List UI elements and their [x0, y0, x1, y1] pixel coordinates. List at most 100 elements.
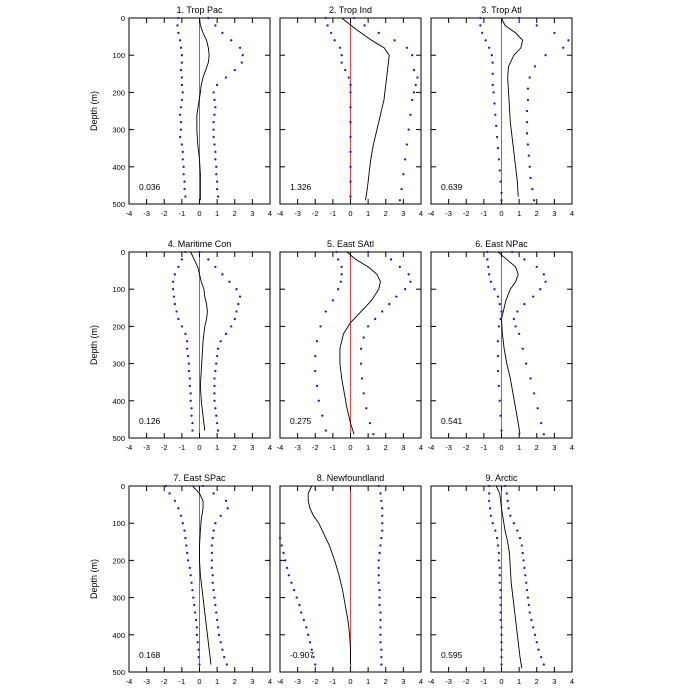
upper-bound-point	[411, 98, 414, 101]
x-tick-label: 0	[348, 677, 352, 686]
upper-bound-point	[207, 258, 210, 261]
upper-bound-point	[359, 362, 363, 365]
upper-bound-point	[379, 641, 382, 644]
upper-bound-point	[532, 295, 535, 298]
y-axis-label: Depth (m)	[89, 91, 99, 131]
lower-bound-point	[349, 83, 352, 87]
upper-bound-point	[521, 347, 524, 350]
lower-bound-point	[499, 317, 502, 321]
lower-bound-point	[178, 39, 182, 42]
upper-bound-point	[214, 265, 217, 269]
upper-bound-point	[532, 199, 536, 202]
upper-bound-point	[380, 499, 383, 503]
lower-bound-point	[184, 250, 187, 254]
upper-bound-point	[212, 492, 215, 495]
lower-bound-point	[190, 581, 193, 584]
lower-bound-point	[292, 589, 296, 592]
series-lower	[171, 250, 194, 432]
lower-bound-point	[324, 16, 327, 20]
series-upper	[207, 16, 244, 198]
x-tick-label: 4	[570, 209, 574, 218]
lower-bound-point	[186, 340, 189, 343]
lower-bound-point	[178, 113, 182, 116]
upper-bound-point	[201, 484, 205, 488]
lower-bound-point	[500, 648, 503, 651]
lower-bound-point	[493, 288, 496, 291]
upper-bound-point	[544, 280, 547, 283]
lower-bound-point	[338, 46, 342, 49]
upper-bound-point	[221, 31, 224, 35]
upper-bound-point	[542, 433, 545, 436]
upper-bound-point	[523, 566, 526, 569]
upper-bound-point	[525, 581, 528, 584]
lower-bound-point	[194, 618, 198, 622]
panel-3: 3. Trop Atl -4 -3 -2 -1 0 1 2 3 4 0.639	[428, 5, 574, 218]
upper-bound-point	[212, 589, 215, 592]
series-upper	[517, 16, 570, 202]
upper-bound-point	[520, 544, 523, 547]
y-tick-label: 400	[112, 163, 125, 172]
upper-bound-point	[537, 648, 540, 651]
lower-bound-point	[186, 559, 190, 562]
x-tick-label: 3	[552, 443, 556, 452]
lower-bound-point	[349, 195, 352, 198]
lower-bound-point	[172, 295, 176, 298]
lower-bound-point	[317, 399, 320, 402]
x-tick-label: 1	[517, 677, 521, 686]
upper-bound-point	[540, 655, 543, 659]
upper-bound-point	[514, 325, 517, 328]
panel-value: 0.126	[139, 416, 161, 426]
x-tick-label: 0	[499, 443, 503, 452]
lower-bound-point	[180, 258, 184, 261]
lower-bound-point	[498, 581, 501, 584]
upper-bound-point	[381, 507, 384, 510]
x-tick-label: -3	[294, 209, 301, 218]
x-tick-label: -4	[428, 209, 435, 218]
upper-bound-point	[211, 574, 214, 577]
upper-bound-point	[542, 663, 545, 666]
lower-bound-point	[494, 113, 497, 116]
series-upper	[510, 250, 547, 436]
upper-bound-point	[407, 273, 410, 276]
lower-bound-point	[285, 566, 289, 569]
upper-bound-point	[366, 325, 370, 328]
lower-bound-point	[180, 54, 184, 57]
lower-bound-point	[340, 61, 343, 64]
upper-bound-point	[523, 302, 526, 306]
panel-5: 5. East SAtl -4 -3 -2 -1 0 1 2 3 4 0.275	[277, 239, 423, 452]
lower-bound-point	[173, 273, 176, 276]
lower-bound-point	[488, 492, 491, 495]
upper-bound-point	[528, 611, 531, 614]
upper-bound-point	[372, 433, 375, 436]
lower-bound-point	[183, 529, 186, 532]
lower-bound-point	[326, 24, 329, 27]
upper-bound-point	[368, 421, 372, 425]
upper-bound-point	[536, 407, 539, 410]
lower-bound-point	[180, 98, 184, 101]
upper-bound-point	[210, 566, 213, 569]
lower-bound-point	[195, 626, 199, 629]
lower-bound-point	[499, 596, 502, 599]
upper-bound-point	[398, 265, 401, 269]
upper-bound-point	[212, 121, 215, 124]
x-tick-label: 3	[250, 677, 254, 686]
lower-bound-point	[340, 265, 343, 269]
x-tick-label: 4	[570, 443, 574, 452]
lower-bound-point	[495, 536, 499, 540]
upper-bound-point	[352, 16, 356, 20]
series-upper	[377, 484, 384, 666]
panel-6: 6. East NPac -4 -3 -2 -1 0 1 2 3 4 0.541	[428, 239, 574, 452]
lower-bound-point	[302, 618, 305, 622]
upper-bound-point	[518, 536, 522, 540]
upper-bound-point	[216, 429, 220, 432]
y-tick-label: 400	[112, 631, 125, 640]
x-tick-label: -2	[161, 209, 168, 218]
x-tick-label: 3	[250, 443, 254, 452]
lower-bound-point	[492, 91, 495, 94]
upper-bound-point	[562, 46, 565, 49]
x-tick-label: -1	[179, 443, 186, 452]
upper-bound-point	[377, 559, 380, 562]
lower-bound-point	[339, 280, 342, 283]
lower-bound-point	[282, 551, 285, 555]
lower-bound-point	[180, 143, 184, 146]
